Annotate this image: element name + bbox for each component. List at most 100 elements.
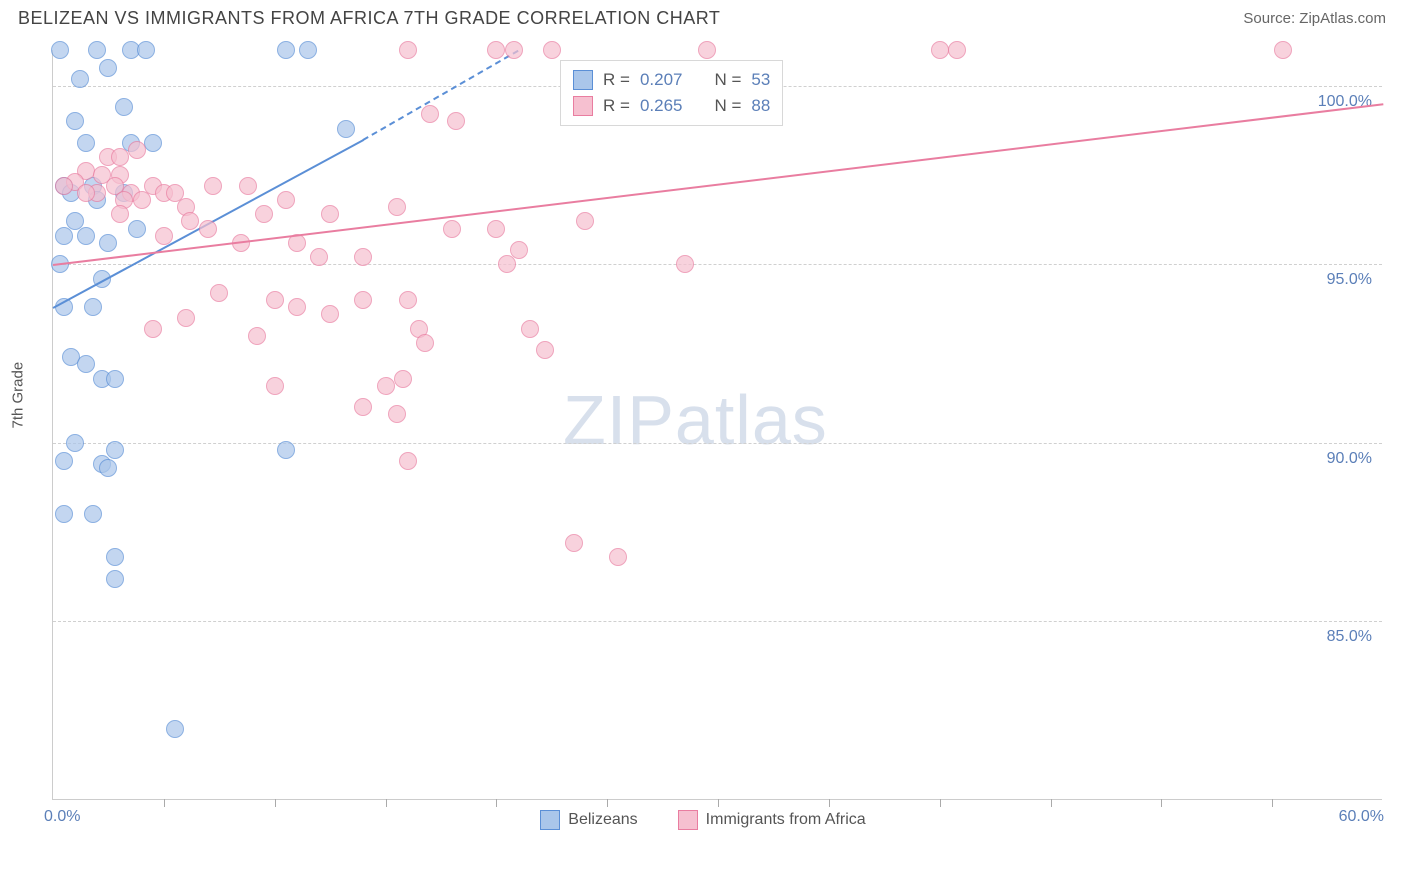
x-tick xyxy=(164,799,165,807)
data-point-africa xyxy=(948,41,966,59)
stat-n-value: 53 xyxy=(751,67,770,93)
source-attribution: Source: ZipAtlas.com xyxy=(1243,10,1386,28)
data-point-africa xyxy=(77,184,95,202)
data-point-belizeans xyxy=(106,570,124,588)
legend-label-belizeans: Belizeans xyxy=(568,811,637,829)
gridline xyxy=(53,621,1382,622)
data-point-africa xyxy=(111,205,129,223)
data-point-africa xyxy=(354,291,372,309)
data-point-belizeans xyxy=(166,720,184,738)
data-point-africa xyxy=(394,370,412,388)
data-point-africa xyxy=(266,291,284,309)
data-point-africa xyxy=(388,198,406,216)
x-tick xyxy=(275,799,276,807)
trendline-dash-belizeans xyxy=(363,50,519,141)
data-point-africa xyxy=(133,191,151,209)
data-point-belizeans xyxy=(51,41,69,59)
data-point-africa xyxy=(266,377,284,395)
data-point-africa xyxy=(128,141,146,159)
data-point-belizeans xyxy=(66,112,84,130)
data-point-africa xyxy=(255,205,273,223)
data-point-africa xyxy=(698,41,716,59)
data-point-belizeans xyxy=(84,298,102,316)
watermark: ZIPatlas xyxy=(563,380,828,460)
data-point-africa xyxy=(505,41,523,59)
stats-swatch-icon xyxy=(573,96,593,116)
stat-r-label: R = xyxy=(603,93,630,119)
data-point-africa xyxy=(536,341,554,359)
data-point-africa xyxy=(487,220,505,238)
stats-row-belizeans: R = 0.207 N = 53 xyxy=(573,67,770,93)
data-point-belizeans xyxy=(277,41,295,59)
data-point-africa xyxy=(204,177,222,195)
data-point-africa xyxy=(111,148,129,166)
x-tick xyxy=(1272,799,1273,807)
data-point-belizeans xyxy=(144,134,162,152)
stat-n-label: N = xyxy=(714,67,741,93)
data-point-africa xyxy=(144,320,162,338)
y-tick-label: 90.0% xyxy=(1327,450,1372,468)
gridline xyxy=(53,443,1382,444)
stat-r-value: 0.207 xyxy=(640,67,683,93)
source-name: ZipAtlas.com xyxy=(1299,10,1386,27)
data-point-africa xyxy=(288,298,306,316)
data-point-africa xyxy=(248,327,266,345)
data-point-africa xyxy=(354,398,372,416)
x-tick xyxy=(829,799,830,807)
data-point-africa xyxy=(399,291,417,309)
bottom-legend: Belizeans Immigrants from Africa xyxy=(0,810,1406,830)
data-point-belizeans xyxy=(99,234,117,252)
data-point-africa xyxy=(210,284,228,302)
data-point-africa xyxy=(443,220,461,238)
legend-swatch-belizeans xyxy=(540,810,560,830)
legend-item-belizeans: Belizeans xyxy=(540,810,637,830)
legend-item-africa: Immigrants from Africa xyxy=(678,810,866,830)
data-point-africa xyxy=(239,177,257,195)
data-point-belizeans xyxy=(99,59,117,77)
data-point-belizeans xyxy=(55,505,73,523)
data-point-belizeans xyxy=(88,41,106,59)
stat-n-value: 88 xyxy=(751,93,770,119)
data-point-africa xyxy=(310,248,328,266)
data-point-africa xyxy=(421,105,439,123)
data-point-belizeans xyxy=(66,434,84,452)
x-tick xyxy=(496,799,497,807)
data-point-belizeans xyxy=(277,441,295,459)
data-point-africa xyxy=(1274,41,1292,59)
data-point-africa xyxy=(416,334,434,352)
chart-title: BELIZEAN VS IMMIGRANTS FROM AFRICA 7TH G… xyxy=(18,8,720,29)
data-point-africa xyxy=(931,41,949,59)
data-point-belizeans xyxy=(71,70,89,88)
stats-swatch-icon xyxy=(573,70,593,90)
data-point-africa xyxy=(576,212,594,230)
legend-swatch-africa xyxy=(678,810,698,830)
data-point-africa xyxy=(181,212,199,230)
x-tick xyxy=(718,799,719,807)
x-tick xyxy=(386,799,387,807)
data-point-belizeans xyxy=(106,370,124,388)
data-point-belizeans xyxy=(77,134,95,152)
data-point-belizeans xyxy=(77,355,95,373)
x-tick xyxy=(940,799,941,807)
data-point-belizeans xyxy=(337,120,355,138)
stats-legend: R = 0.207N = 53R = 0.265N = 88 xyxy=(560,60,783,126)
data-point-africa xyxy=(388,405,406,423)
x-tick xyxy=(1051,799,1052,807)
y-tick-label: 85.0% xyxy=(1327,628,1372,646)
data-point-africa xyxy=(199,220,217,238)
data-point-belizeans xyxy=(115,98,133,116)
data-point-belizeans xyxy=(299,41,317,59)
y-tick-label: 95.0% xyxy=(1327,271,1372,289)
data-point-belizeans xyxy=(128,220,146,238)
data-point-africa xyxy=(447,112,465,130)
data-point-africa xyxy=(399,452,417,470)
data-point-belizeans xyxy=(77,227,95,245)
data-point-africa xyxy=(354,248,372,266)
data-point-belizeans xyxy=(106,441,124,459)
stat-r-label: R = xyxy=(603,67,630,93)
data-point-belizeans xyxy=(55,452,73,470)
data-point-africa xyxy=(377,377,395,395)
data-point-africa xyxy=(565,534,583,552)
data-point-belizeans xyxy=(99,459,117,477)
data-point-africa xyxy=(487,41,505,59)
